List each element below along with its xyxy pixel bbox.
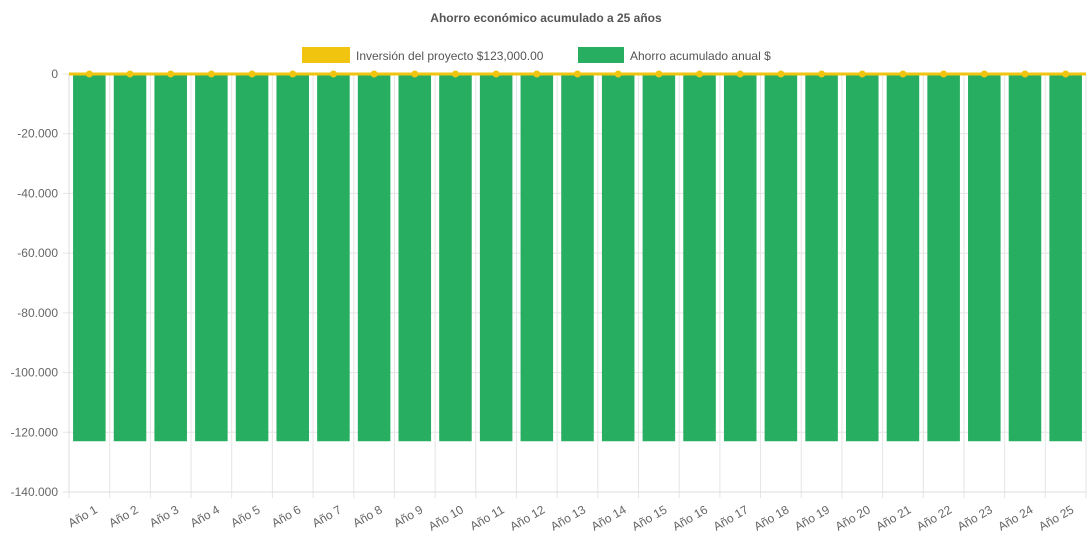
bar-savings[interactable] <box>1008 74 1042 442</box>
x-tick-label: Año 12 <box>507 502 547 533</box>
investment-point[interactable] <box>940 70 948 78</box>
x-tick-label: Año 20 <box>833 502 873 533</box>
x-tick-label: Año 4 <box>188 502 222 530</box>
x-tick-label: Año 23 <box>955 502 995 533</box>
bar-savings[interactable] <box>73 74 106 442</box>
bar-savings[interactable] <box>357 74 391 442</box>
bars <box>73 74 1082 442</box>
investment-point[interactable] <box>248 70 256 78</box>
bar-savings[interactable] <box>805 74 838 442</box>
x-tick-label: Año 24 <box>996 502 1036 533</box>
chart-title: Ahorro económico acumulado a 25 años <box>430 11 662 25</box>
y-axis-ticks: 0 -20.000 -40.000 -60.000 -80.000 -100.000 -12… <box>11 67 59 499</box>
bar-savings[interactable] <box>479 74 513 442</box>
investment-point[interactable] <box>736 70 744 78</box>
investment-line <box>69 70 1086 78</box>
x-tick-label: Año 15 <box>629 502 669 533</box>
legend-label-investment: Inversión del proyecto $123,000.00 <box>356 49 544 63</box>
bar-savings[interactable] <box>764 74 798 442</box>
x-tick-label: Año 14 <box>589 502 629 533</box>
x-tick-label: Año 16 <box>670 502 710 533</box>
x-tick-label: Año 8 <box>350 502 384 530</box>
x-tick-label: Año 21 <box>873 502 913 533</box>
investment-point[interactable] <box>858 70 866 78</box>
legend: Inversión del proyecto $123,000.00 Ahorr… <box>302 47 771 63</box>
investment-point[interactable] <box>492 70 500 78</box>
investment-point[interactable] <box>329 70 337 78</box>
legend-item-investment[interactable]: Inversión del proyecto $123,000.00 <box>302 47 544 63</box>
investment-point[interactable] <box>980 70 988 78</box>
y-tick-label: -20.000 <box>17 127 58 141</box>
investment-point[interactable] <box>207 70 215 78</box>
x-tick-label: Año 25 <box>1036 502 1076 533</box>
x-tick-label: Año 13 <box>548 502 588 533</box>
bar-savings[interactable] <box>1049 74 1082 442</box>
x-tick-label: Año 3 <box>147 502 181 530</box>
bar-savings[interactable] <box>886 74 920 442</box>
x-tick-label: Año 5 <box>228 502 262 530</box>
investment-point[interactable] <box>614 70 622 78</box>
legend-swatch-investment <box>302 47 350 63</box>
grid <box>63 73 1087 498</box>
x-tick-label: Año 2 <box>106 502 140 530</box>
investment-point[interactable] <box>899 70 907 78</box>
investment-point[interactable] <box>126 70 134 78</box>
y-tick-label: -80.000 <box>17 306 58 320</box>
bar-savings[interactable] <box>927 74 960 442</box>
investment-point[interactable] <box>1021 70 1029 78</box>
investment-point[interactable] <box>655 70 663 78</box>
investment-point[interactable] <box>167 70 175 78</box>
investment-point[interactable] <box>451 70 459 78</box>
bar-savings[interactable] <box>113 74 147 442</box>
y-tick-label: -100.000 <box>11 366 59 380</box>
x-tick-label: Año 7 <box>310 502 344 530</box>
investment-point[interactable] <box>85 70 93 78</box>
x-tick-label: Año 19 <box>792 502 832 533</box>
x-tick-label: Año 17 <box>711 502 751 533</box>
bar-savings[interactable] <box>317 74 350 442</box>
y-tick-label: -120.000 <box>11 425 59 439</box>
investment-point[interactable] <box>533 70 541 78</box>
y-tick-label: -60.000 <box>17 246 58 260</box>
investment-point[interactable] <box>1062 70 1070 78</box>
x-tick-label: Año 18 <box>751 502 791 533</box>
bar-savings[interactable] <box>398 74 432 442</box>
y-tick-label: -140.000 <box>11 485 59 499</box>
x-tick-label: Año 1 <box>66 502 100 530</box>
bar-savings[interactable] <box>683 74 716 442</box>
bar-savings[interactable] <box>845 74 879 442</box>
bar-savings[interactable] <box>723 74 757 442</box>
x-axis-ticks: Año 1 Año 2 Año 3 Año 4 Año 5 Año 6 Año 7 Año 8… <box>66 502 1077 533</box>
investment-point[interactable] <box>777 70 785 78</box>
investment-point[interactable] <box>696 70 704 78</box>
x-tick-label: Año 22 <box>914 502 954 533</box>
bar-savings[interactable] <box>968 74 1001 442</box>
x-tick-label: Año 10 <box>426 502 466 533</box>
y-tick-label: 0 <box>51 67 58 81</box>
legend-label-savings: Ahorro acumulado anual $ <box>630 49 771 63</box>
x-tick-label: Año 11 <box>467 502 506 533</box>
bar-savings[interactable] <box>642 74 676 442</box>
investment-point[interactable] <box>574 70 581 78</box>
bar-savings[interactable] <box>520 74 554 442</box>
investment-point[interactable] <box>289 70 297 78</box>
investment-point[interactable] <box>411 70 419 78</box>
bar-savings[interactable] <box>235 74 269 442</box>
bar-savings[interactable] <box>561 74 594 442</box>
bar-savings[interactable] <box>601 74 635 442</box>
bar-savings[interactable] <box>439 74 472 442</box>
y-tick-label: -40.000 <box>17 186 58 200</box>
investment-point[interactable] <box>818 70 826 78</box>
bar-savings[interactable] <box>154 74 187 442</box>
investment-point[interactable] <box>370 70 378 78</box>
bar-savings[interactable] <box>195 74 228 442</box>
x-tick-label: Año 9 <box>391 502 425 530</box>
legend-swatch-savings <box>578 47 624 63</box>
bar-savings[interactable] <box>276 74 310 442</box>
legend-item-savings[interactable]: Ahorro acumulado anual $ <box>578 47 771 63</box>
x-tick-label: Año 6 <box>269 502 303 530</box>
